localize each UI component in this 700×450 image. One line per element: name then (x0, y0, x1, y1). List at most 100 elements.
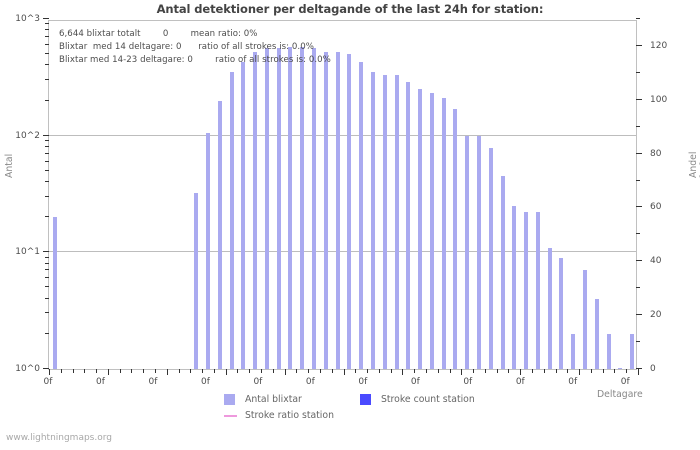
x-tick (155, 369, 157, 373)
legend-item-stroke-count-station[interactable]: Stroke count station (360, 394, 475, 405)
x-tick (543, 369, 545, 373)
x-tick (296, 369, 298, 373)
y-tick-right (636, 260, 642, 262)
x-tick (402, 369, 404, 375)
legend-label-stroke-ratio-station: Stroke ratio station (245, 410, 334, 421)
y-tick-right (636, 44, 642, 46)
x-tick (437, 369, 439, 373)
y-tick-left (43, 251, 49, 253)
legend-item-stroke-ratio-station[interactable]: Stroke ratio station (224, 410, 334, 421)
y-tick-left (45, 181, 49, 183)
annotation-line-2: Blixtar med 14 deltagare: 0 ratio of all… (59, 42, 314, 52)
x-tick (319, 369, 321, 373)
bar (288, 47, 293, 369)
bar (582, 270, 587, 369)
y-tick-right (636, 287, 640, 289)
x-tick (237, 369, 239, 373)
y-tick-right (636, 314, 642, 316)
x-tick (213, 369, 215, 373)
y-tick-left (45, 23, 49, 25)
y-tick-left (45, 216, 49, 218)
y-tick-label-right: 0 (650, 364, 656, 374)
annotation-line-1: 6,644 blixtar totalt 0 mean ratio: 0% (59, 29, 258, 39)
x-tick (367, 369, 369, 373)
bar (217, 100, 222, 369)
bar (382, 75, 387, 369)
bar (406, 81, 411, 369)
y-tick-right (636, 18, 640, 19)
x-tick-label: 0f (410, 377, 420, 387)
y-tick-right (636, 179, 640, 181)
x-tick (473, 369, 475, 373)
bar-series-antal-blixtar (49, 21, 636, 369)
x-tick (614, 369, 616, 373)
plot-area: 6,644 blixtar totalt 0 mean ratio: 0% Bl… (43, 18, 642, 375)
bar (535, 212, 540, 369)
x-tick (555, 369, 557, 373)
bar (370, 72, 375, 369)
x-tick (590, 369, 592, 373)
legend-line-stroke-ratio-station (224, 414, 237, 417)
bar (300, 46, 305, 369)
annotation-line-3: Blixtar med 14-23 deltagare: 0 ratio of … (59, 55, 331, 65)
y-tick-left (45, 297, 49, 299)
x-tick (249, 369, 251, 373)
y-tick-label-left: 10^0 (15, 364, 40, 374)
bar (441, 98, 446, 369)
x-tick-label: 0f (358, 377, 368, 387)
y-tick-right (636, 71, 640, 73)
y-tick-left (43, 368, 49, 369)
bar (476, 135, 481, 369)
x-tick-label: 0f (305, 377, 315, 387)
x-tick (178, 369, 180, 373)
bar (594, 298, 599, 369)
bar (229, 72, 234, 369)
x-tick (272, 369, 274, 373)
y-tick-label-right: 100 (650, 94, 668, 105)
x-tick (72, 369, 74, 373)
y-tick-left (45, 43, 49, 45)
y-tick-left (45, 332, 49, 334)
bar (465, 135, 470, 369)
bar (312, 48, 317, 369)
y-tick-left (43, 18, 49, 19)
bar (488, 148, 493, 369)
y-tick-left (45, 169, 49, 171)
axis-ticks (43, 18, 642, 375)
y-tick-left (45, 53, 49, 55)
x-tick (96, 369, 98, 373)
x-tick-label: 0f (253, 377, 263, 387)
x-tick-label: 0f (43, 377, 53, 387)
y-tick-label-right: 40 (650, 256, 662, 267)
y-tick-label-left: 10^1 (15, 247, 40, 258)
x-tick (520, 369, 522, 375)
x-tick (84, 369, 86, 373)
y-tick-label-left: 10^3 (15, 14, 40, 24)
legend-swatch-stroke-count-station (360, 394, 371, 405)
bar (206, 133, 211, 369)
x-axis-label: Deltagare (597, 389, 643, 400)
legend-swatch-antal-blixtar (224, 394, 235, 405)
y-tick-label-right: 20 (650, 310, 662, 321)
bar (606, 333, 611, 369)
y-axis-label-right: Andel [%] (688, 151, 700, 178)
legend-item-antal-blixtar[interactable]: Antal blixtar (224, 394, 302, 405)
bar (323, 52, 328, 369)
x-tick (343, 369, 345, 375)
y-tick-left (45, 99, 49, 101)
bar (500, 176, 505, 369)
x-tick (508, 369, 510, 373)
bar (630, 333, 635, 369)
y-tick-right (636, 125, 640, 127)
bar (524, 212, 529, 369)
bar (559, 257, 564, 369)
bar (335, 52, 340, 369)
y-tick-left (45, 256, 49, 258)
y-tick-left (43, 134, 49, 136)
x-tick (190, 369, 192, 373)
bar (52, 217, 57, 369)
x-tick-label: 0f (515, 377, 525, 387)
x-tick-label: 0f (620, 377, 630, 387)
x-tick (225, 369, 227, 375)
bar (418, 89, 423, 369)
